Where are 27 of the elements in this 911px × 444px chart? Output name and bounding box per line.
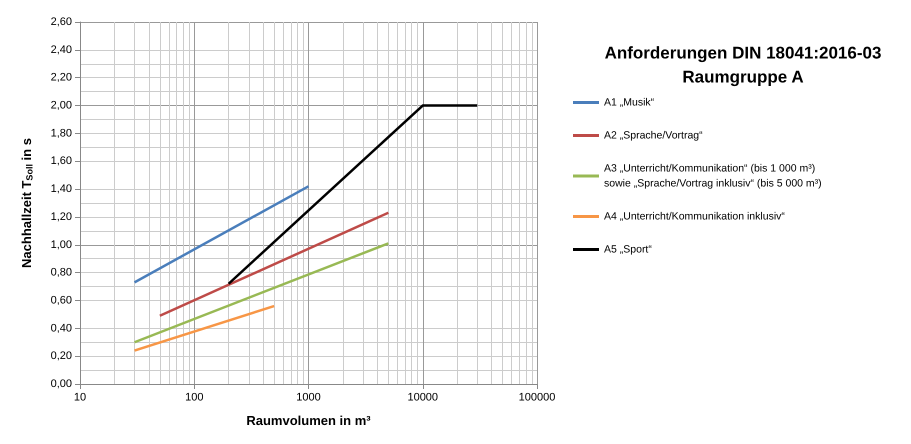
- y-tick-label: 0,80: [50, 266, 72, 279]
- y-tick-label: 2,40: [50, 44, 72, 56]
- legend-label: A4 „Unterricht/Kommunikation inklusiv“: [604, 210, 786, 222]
- x-axis-title: Raumvolumen in m³: [246, 413, 372, 428]
- x-tick-label: 10: [74, 392, 86, 404]
- legend-label: A5 „Sport“: [604, 244, 652, 256]
- legend-label: A3 „Unterricht/Kommunikation“ (bis 1 000 m³) sowie „Sprache/Vortrag inklusiv“ (bis 5 000 m³): [604, 162, 822, 190]
- legend-label: A2 „Sprache/Vortrag“: [604, 130, 704, 142]
- y-tick-label: 2,60: [50, 16, 72, 28]
- y-tick-label: 1,00: [50, 238, 72, 251]
- x-tick-label: 10000: [407, 392, 438, 404]
- y-tick-label: 2,00: [50, 100, 72, 112]
- y-tick-label: 1,40: [50, 183, 72, 196]
- y-tick-label: 0,20: [50, 350, 72, 362]
- y-tick-label: 2,20: [50, 72, 72, 84]
- y-tick-label: 1,80: [50, 127, 72, 140]
- y-tick-label: 0,60: [50, 294, 72, 306]
- y-tick-label: 0,40: [50, 322, 72, 334]
- legend-label: A1 „Musik“: [604, 96, 655, 108]
- text: Anforderungen DIN 18041:2016-03 Raumgruppe A: [604, 44, 882, 86]
- x-tick-label: 1000: [296, 392, 321, 404]
- y-tick-label: 1,20: [50, 210, 72, 223]
- y-tick-label: 0,00: [50, 378, 72, 390]
- y-tick-label: 1,60: [50, 155, 72, 168]
- x-tick-label: 100: [185, 392, 204, 404]
- x-tick-label: 100000: [518, 392, 556, 404]
- y-axis-title: Nachhallzeit TSoll in s: [19, 138, 34, 268]
